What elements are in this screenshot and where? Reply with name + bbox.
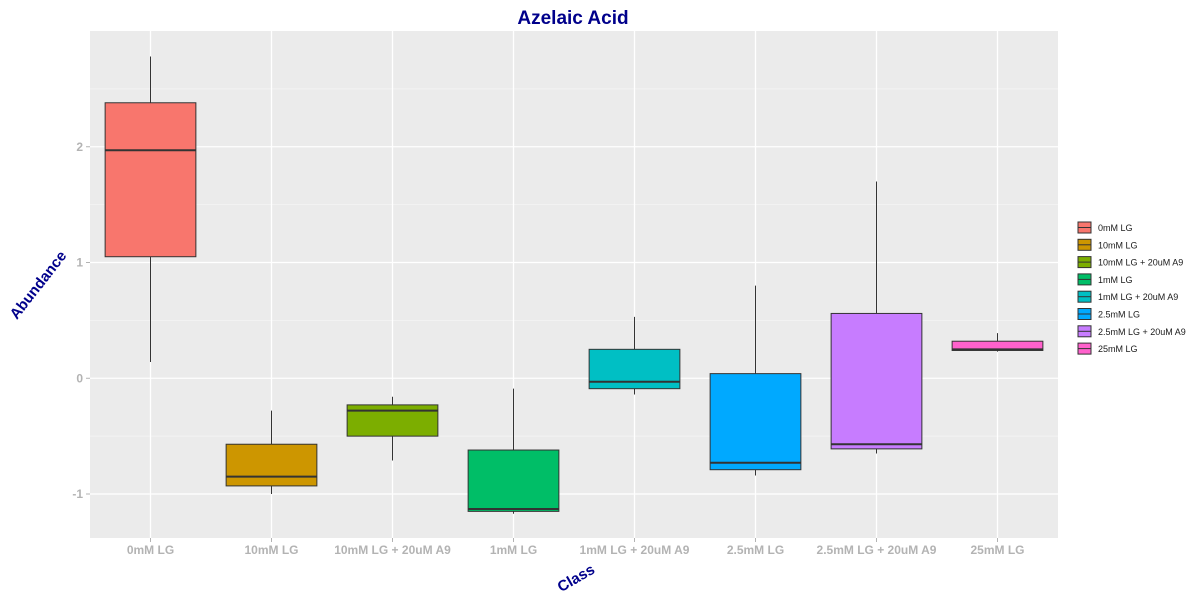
legend: 0mM LG 10mM LG 10mM LG + 20uM A9 1mM LG 1mM … bbox=[1077, 221, 1186, 355]
y-tick-label: 0 bbox=[76, 371, 83, 385]
box-body bbox=[951, 340, 1044, 351]
legend-item: 25mM LG bbox=[1077, 342, 1138, 355]
box-body bbox=[709, 373, 802, 471]
box-10mm-lg bbox=[225, 410, 318, 495]
box-2-5mm-lg-20um-a9 bbox=[830, 181, 923, 454]
y-tick-label: 2 bbox=[76, 140, 83, 154]
legend-item: 2.5mM LG bbox=[1077, 308, 1140, 320]
box-body bbox=[225, 443, 318, 487]
x-tick-label: 1mM LG bbox=[490, 543, 537, 557]
legend-label: 10mM LG + 20uM A9 bbox=[1098, 258, 1183, 268]
box-10mm-lg-20um-a9 bbox=[346, 396, 439, 461]
box-2-5mm-lg bbox=[709, 285, 802, 476]
legend-item: 1mM LG bbox=[1077, 273, 1133, 286]
box-0mm-lg bbox=[104, 56, 197, 363]
legend-item: 2.5mM LG + 20uM A9 bbox=[1077, 325, 1186, 338]
x-tick-label: 10mM LG + 20uM A9 bbox=[334, 543, 451, 557]
legend-label: 10mM LG bbox=[1098, 240, 1138, 250]
x-tick-label: 10mM LG bbox=[244, 543, 298, 557]
box-body bbox=[346, 404, 439, 437]
legend-item: 10mM LG + 20uM A9 bbox=[1077, 256, 1183, 269]
chart-title: Azelaic Acid bbox=[517, 8, 628, 29]
legend-label: 1mM LG + 20uM A9 bbox=[1098, 292, 1178, 302]
x-axis-ticks: 0mM LG 10mM LG 10mM LG + 20uM A9 1mM LG 1mM … bbox=[127, 538, 1025, 557]
box-1mm-lg-20um-a9 bbox=[588, 316, 681, 395]
legend-label: 0mM LG bbox=[1098, 223, 1133, 233]
y-tick-label: -1 bbox=[72, 487, 83, 501]
box-1mm-lg bbox=[467, 388, 560, 514]
box-body bbox=[830, 312, 923, 450]
legend-item: 10mM LG bbox=[1077, 238, 1138, 251]
legend-label: 25mM LG bbox=[1098, 344, 1138, 354]
box-body bbox=[467, 449, 560, 512]
boxplots bbox=[104, 56, 1044, 514]
box-25mm-lg bbox=[951, 333, 1044, 352]
x-axis-title: Class bbox=[555, 561, 598, 596]
x-tick-label: 2.5mM LG bbox=[727, 543, 784, 557]
x-tick-label: 0mM LG bbox=[127, 543, 174, 557]
legend-item: 1mM LG + 20uM A9 bbox=[1077, 290, 1178, 303]
x-tick-label: 2.5mM LG + 20uM A9 bbox=[817, 543, 937, 557]
legend-label: 2.5mM LG + 20uM A9 bbox=[1098, 327, 1186, 337]
box-body bbox=[104, 102, 197, 258]
box-body bbox=[588, 348, 681, 390]
x-tick-label: 25mM LG bbox=[970, 543, 1024, 557]
x-tick-label: 1mM LG + 20uM A9 bbox=[580, 543, 690, 557]
legend-item: 0mM LG bbox=[1077, 221, 1133, 234]
y-axis-title: Abundance bbox=[7, 248, 71, 323]
legend-label: 1mM LG bbox=[1098, 275, 1133, 285]
y-tick-label: 1 bbox=[76, 256, 83, 270]
y-axis-ticks: -1 0 1 2 bbox=[72, 140, 90, 501]
legend-label: 2.5mM LG bbox=[1098, 310, 1140, 320]
